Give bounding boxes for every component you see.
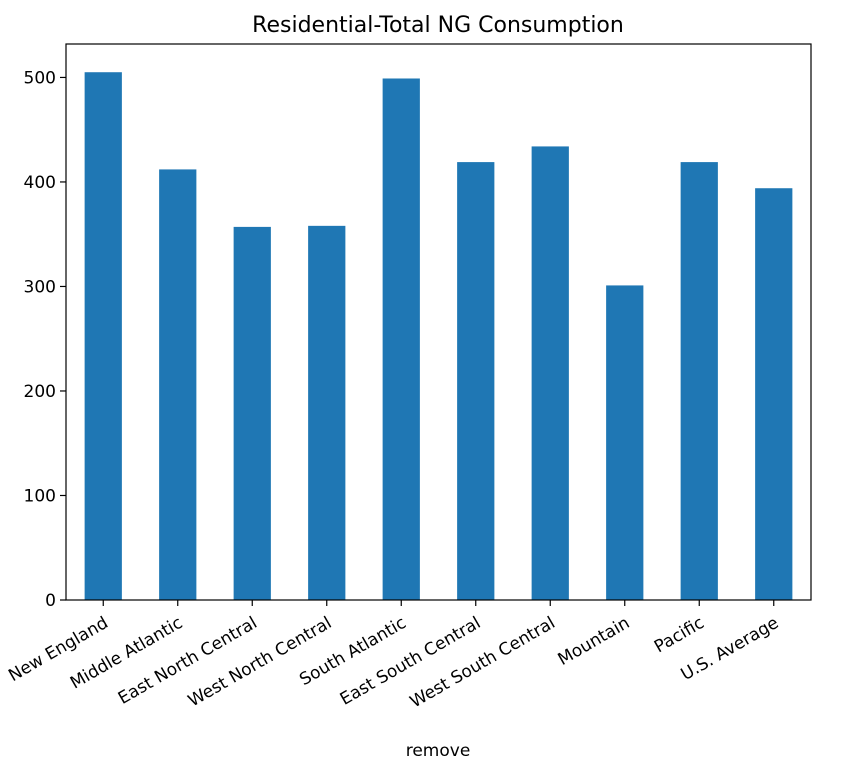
bar-new-england xyxy=(84,72,122,601)
chart-title: Residential-Total NG Consumption xyxy=(252,13,624,38)
y-tick-label: 200 xyxy=(24,382,56,402)
bar-west-north-central xyxy=(308,225,346,601)
bar-middle-atlantic xyxy=(159,169,197,601)
y-tick-label: 0 xyxy=(45,591,56,611)
bar-east-south-central xyxy=(457,162,495,600)
bars-group xyxy=(84,72,793,601)
plot-area-frame xyxy=(65,43,812,601)
bar-u-s-average xyxy=(755,188,793,600)
y-tick-label: 300 xyxy=(24,277,56,297)
bar-mountain xyxy=(606,285,644,600)
x-tick-label: Mountain xyxy=(555,613,634,670)
y-tick-label: 500 xyxy=(24,68,56,88)
bar-east-north-central xyxy=(233,226,271,601)
x-axis-label: remove xyxy=(406,741,471,761)
x-tick-label: Pacific xyxy=(651,613,708,657)
y-axis: 0 100 200 300 400 500 xyxy=(24,68,66,611)
bar-pacific xyxy=(680,162,718,600)
bar-west-south-central xyxy=(531,146,569,600)
y-tick-label: 400 xyxy=(24,173,56,193)
bar-south-atlantic xyxy=(382,78,420,601)
y-tick-label: 100 xyxy=(24,486,56,506)
